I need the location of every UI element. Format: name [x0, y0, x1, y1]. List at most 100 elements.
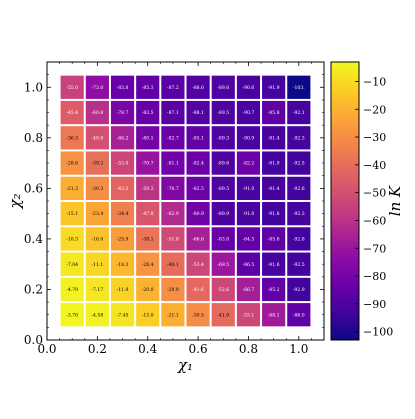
cell-value-label: -53.0	[117, 161, 129, 167]
heatmap-cell-r2-c6	[211, 126, 235, 150]
cell-value-label: -88.6	[192, 85, 204, 91]
cell-value-label: -85.3	[142, 85, 154, 91]
cell-value-label: -92.1	[293, 110, 305, 116]
cell-value-label: -49.8	[91, 135, 103, 141]
cell-value-label: -90.9	[243, 135, 255, 141]
cell-value-label: -62.9	[167, 211, 179, 217]
heatmap-cell-r7-c4	[161, 252, 185, 276]
heatmap-cell-r8-c8	[262, 277, 286, 302]
cell-value-label: -92.5	[293, 262, 305, 268]
y-tick-label: 0.0	[24, 333, 43, 347]
y-tick-label: 0.8	[24, 131, 43, 145]
cell-value-label: -87.1	[167, 110, 179, 116]
cell-value-label: -82.2	[243, 161, 255, 167]
cell-value-label: -89.9	[217, 211, 229, 217]
colorbar-tick-label: −90	[363, 298, 386, 311]
cell-value-label: -40.1	[167, 262, 179, 268]
cell-value-label: -21.1	[167, 312, 179, 318]
heatmap-cell-r9-c3	[136, 303, 160, 327]
x-axis-label: χ₁	[177, 356, 193, 374]
cell-value-label: -92.5	[293, 161, 305, 167]
cell-value-label: -45.4	[66, 110, 78, 116]
heatmap-cell-r6-c4	[161, 227, 185, 251]
cell-value-label: -20.0	[142, 287, 154, 293]
heatmap-cell-r1-c3	[136, 100, 160, 125]
heatmap-cell-r7-c8	[262, 252, 286, 276]
heatmap-cell-r6-c8	[262, 227, 286, 251]
heatmap-cell-r2-c7	[236, 126, 261, 150]
heatmap-cell-r4-c9	[287, 176, 311, 200]
heatmap-cell-r2-c3	[136, 126, 160, 150]
cell-value-label: -30.3	[91, 186, 103, 192]
heatmap-cell-r2-c4	[161, 126, 185, 150]
heatmap-cell-r3-c4	[161, 151, 185, 175]
colorbar: −10 −20 −30 −40 −50 −60 −70 −80 −90 −100 ln K	[330, 61, 404, 341]
cell-value-label: -89.3	[217, 135, 229, 141]
heatmap-cell-r0-c1	[85, 75, 109, 99]
heatmap-cell-r1-c1	[85, 100, 109, 125]
colorbar-gradient	[330, 61, 360, 341]
x-tick-label: 0.4	[138, 342, 157, 356]
heatmap-cell-r0-c0	[60, 75, 84, 99]
cell-value-label: -30.5	[192, 312, 204, 318]
heatmap-cell-r3-c7	[236, 151, 261, 175]
cell-value-label: -82.4	[192, 161, 204, 167]
cell-value-label: -21.3	[66, 186, 78, 192]
heatmap-cell-r2-c1	[85, 126, 109, 150]
cell-value-label: -23.4	[91, 211, 103, 217]
heatmap-cell-r9-c8	[262, 303, 286, 327]
cell-value-label: -92.8	[293, 237, 305, 243]
colorbar-tick-label: −40	[363, 159, 386, 172]
cell-value-label: -53.4	[192, 262, 204, 268]
cell-value-label: -41.0	[217, 312, 229, 318]
y-tick-label: 0.6	[24, 181, 43, 195]
heatmap-cell-r5-c3	[136, 202, 160, 226]
colorbar-tick-label: −60	[363, 214, 386, 227]
cell-value-label: -13.0	[142, 312, 154, 318]
heatmap-cell-r3-c1	[85, 151, 109, 175]
heatmap-cell-r2-c9	[287, 126, 311, 150]
heatmap-cell-r4-c2	[110, 176, 135, 200]
cell-value-label: -39.2	[91, 161, 103, 167]
cell-value-label: -90.6	[243, 85, 255, 91]
x-tick-label: 0.6	[189, 342, 208, 356]
heatmap-cell-r8-c6	[211, 277, 235, 302]
heatmap-cell-r8-c5	[186, 277, 210, 302]
cell-value-label: -83.8	[217, 237, 229, 243]
cell-value-label: -3.70	[66, 312, 78, 318]
cell-value-label: -92.9	[293, 287, 305, 293]
cell-value-label: -7.04	[66, 262, 78, 268]
heatmap-cell-r4-c7	[236, 176, 261, 200]
heatmap-cell-r5-c4	[161, 202, 185, 226]
heatmap-cell-r4-c1	[85, 176, 109, 200]
heatmap-cell-r1-c7	[236, 100, 261, 125]
heatmap-cell-r0-c7	[236, 75, 261, 99]
heatmap-cell-r7-c7	[236, 252, 261, 276]
cell-value-label: -70.7	[142, 161, 154, 167]
cell-value-label: -36.3	[66, 135, 78, 141]
heatmap-cell-r4-c0	[60, 176, 84, 200]
cell-value-label: -78.7	[117, 110, 129, 116]
heatmap-cell-r6-c3	[136, 227, 160, 251]
cell-value-label: -59.3	[142, 186, 154, 192]
colorbar-tick-label: −50	[363, 187, 386, 200]
heatmap-cell-r7-c5	[186, 252, 210, 276]
heatmap-cell-r6-c9	[287, 227, 311, 251]
heatmap-cell-r5-c8	[262, 202, 286, 226]
heatmap-cell-r9-c4	[161, 303, 185, 327]
heatmap-cell-r1-c4	[161, 100, 185, 125]
cell-value-label: -89.6	[217, 85, 229, 91]
cell-value-label: -92.3	[293, 211, 305, 217]
heatmap-cell-r8-c1	[85, 277, 109, 302]
heatmap-cell-r0-c8	[262, 75, 286, 99]
heatmap-cell-r7-c3	[136, 252, 160, 276]
cell-value-label: -84.5	[243, 237, 255, 243]
heatmap-cell-r3-c9	[287, 151, 311, 175]
heatmap-cell-r0-c5	[186, 75, 210, 99]
heatmap-cell-r5-c9	[287, 202, 311, 226]
heatmap-cell-r4-c6	[211, 176, 235, 200]
cell-value-label: -68.1	[268, 312, 280, 318]
x-tick-label: 0.2	[88, 342, 107, 356]
cell-value-label: -53.1	[243, 312, 255, 318]
